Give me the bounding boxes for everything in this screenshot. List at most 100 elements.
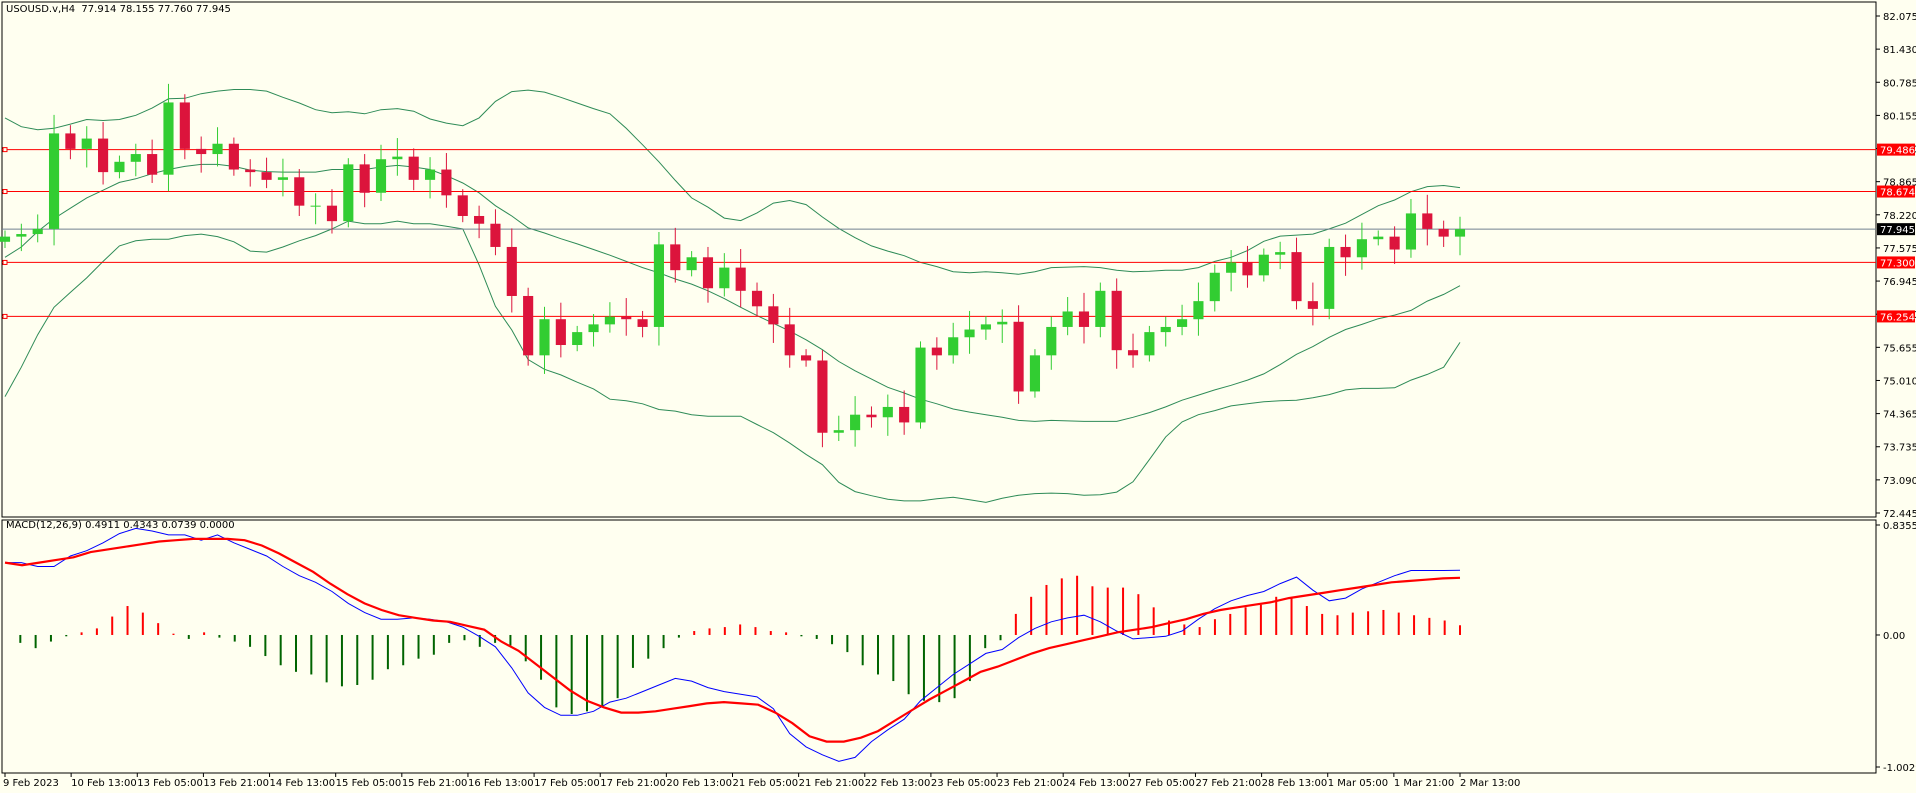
candle-bull bbox=[277, 177, 288, 180]
candle-bear bbox=[98, 138, 109, 173]
candle-bear bbox=[1013, 321, 1024, 392]
price-tick-label: 75.655 bbox=[1883, 343, 1916, 354]
candle-bull bbox=[833, 430, 844, 433]
symbol-header: USOUSD.v,H4 77.914 78.155 77.760 77.945 bbox=[6, 4, 231, 15]
candle-bear bbox=[326, 205, 338, 222]
candle-bull bbox=[539, 319, 550, 356]
candle-bear bbox=[474, 215, 485, 224]
candle-bear bbox=[637, 319, 648, 327]
price-tick-label: 72.445 bbox=[1883, 509, 1916, 520]
time-tick-label: 20 Feb 13:00 bbox=[666, 778, 732, 789]
time-tick-label: 21 Feb 21:00 bbox=[799, 778, 865, 789]
candle-bull bbox=[1454, 229, 1466, 237]
time-tick-label: 24 Feb 13:00 bbox=[1063, 778, 1129, 789]
candle-bull bbox=[375, 159, 387, 193]
bollinger-upper-band bbox=[4, 89, 1461, 275]
macd-panel-frame bbox=[1, 519, 1877, 774]
candle-bear bbox=[196, 148, 207, 155]
price-tick-label: 82.075 bbox=[1883, 12, 1916, 23]
candle-bull bbox=[48, 133, 60, 229]
candle-bull bbox=[588, 324, 599, 333]
candle-bear bbox=[441, 169, 452, 196]
candle-bull bbox=[948, 337, 959, 356]
candle-bull bbox=[1095, 290, 1106, 327]
candle-bull bbox=[343, 164, 354, 222]
level-anchor bbox=[2, 313, 8, 319]
candle-bull bbox=[964, 329, 975, 338]
candle-bull bbox=[1275, 252, 1286, 255]
candle-bull bbox=[1356, 239, 1367, 258]
price-tick-label: 73.090 bbox=[1883, 476, 1916, 487]
price-panel: 82.07581.43080.78580.15579.51078.86578.2… bbox=[0, 1, 1916, 520]
time-tick-label: 9 Feb 2023 bbox=[3, 778, 59, 789]
time-tick-label: 27 Feb 21:00 bbox=[1195, 778, 1261, 789]
time-tick-label: 13 Feb 21:00 bbox=[203, 778, 269, 789]
bollinger-middle-band bbox=[4, 163, 1461, 422]
time-tick-label: 15 Feb 21:00 bbox=[402, 778, 468, 789]
time-tick-label: 22 Feb 13:00 bbox=[865, 778, 931, 789]
candle-bull bbox=[1226, 262, 1237, 273]
candle-bull bbox=[32, 228, 43, 235]
candle-bear bbox=[147, 154, 158, 175]
candle-bear bbox=[1389, 236, 1400, 250]
signal-line bbox=[4, 537, 1461, 743]
candle-bull bbox=[130, 154, 141, 162]
time-tick-label: 17 Feb 05:00 bbox=[534, 778, 600, 789]
candle-bear bbox=[1307, 301, 1318, 309]
price-tick-label: 77.575 bbox=[1883, 244, 1916, 255]
candle-bear bbox=[228, 143, 239, 170]
candle-bear bbox=[523, 295, 534, 356]
candle-bear bbox=[621, 316, 632, 320]
candle-bull bbox=[163, 102, 174, 175]
price-tick-label: 80.155 bbox=[1883, 111, 1916, 122]
candle-bear bbox=[261, 172, 272, 180]
candle-bull bbox=[653, 244, 665, 327]
candle-bull bbox=[392, 156, 403, 160]
candle-bear bbox=[65, 133, 76, 149]
candle-bull bbox=[686, 257, 697, 271]
candle-bear bbox=[817, 360, 828, 433]
candle-bear bbox=[506, 246, 517, 296]
time-tick-label: 10 Feb 13:00 bbox=[71, 778, 137, 789]
candle-bull bbox=[81, 138, 92, 149]
candle-bear bbox=[408, 156, 419, 180]
candle-bull bbox=[1373, 236, 1384, 240]
candle-bear bbox=[245, 169, 256, 173]
candle-bear bbox=[1078, 311, 1090, 327]
candle-bear bbox=[751, 290, 763, 307]
current-price-label: 77.945 bbox=[1880, 225, 1915, 236]
candle-bull bbox=[114, 161, 125, 173]
candle-bear bbox=[179, 102, 190, 149]
candle-bear bbox=[702, 257, 714, 289]
candle-bull bbox=[915, 347, 926, 423]
level-tag-label: 79.486 bbox=[1880, 146, 1915, 157]
time-axis: 9 Feb 2023 10 Feb 13:00 13 Feb 05:00 13 Feb… bbox=[3, 773, 1520, 789]
price-tick-label: 73.735 bbox=[1883, 443, 1916, 454]
level-tag-label: 76.254 bbox=[1880, 312, 1915, 323]
candle-bull bbox=[1046, 326, 1057, 356]
candle-bear bbox=[670, 244, 681, 271]
price-tick-label: 76.945 bbox=[1883, 277, 1916, 288]
level-tag-label: 77.300 bbox=[1880, 258, 1915, 269]
candle-bear bbox=[1111, 290, 1122, 351]
level-tag bbox=[1877, 256, 1915, 269]
price-tick-label: 80.785 bbox=[1883, 78, 1916, 89]
candle-bear bbox=[457, 195, 468, 216]
candle-bull bbox=[1209, 272, 1220, 302]
price-tick-label: 81.430 bbox=[1883, 45, 1916, 56]
candle-bull bbox=[1062, 311, 1073, 327]
candle-bear bbox=[1242, 262, 1253, 276]
candle-bull bbox=[572, 332, 583, 346]
candle-bull bbox=[1258, 254, 1269, 276]
level-tag-label: 78.674 bbox=[1880, 188, 1915, 199]
candle-bear bbox=[784, 324, 795, 356]
macd-tick-label: 0.00 bbox=[1883, 631, 1905, 642]
candle-bear bbox=[800, 355, 812, 361]
macd-values: 0.4911 0.4343 0.0739 0.0000 bbox=[85, 520, 235, 531]
price-panel-frame bbox=[1, 1, 1877, 518]
candle-bear bbox=[359, 164, 370, 193]
candle-bull bbox=[424, 169, 436, 180]
candle-bear bbox=[490, 223, 501, 247]
level-anchor bbox=[2, 147, 8, 153]
